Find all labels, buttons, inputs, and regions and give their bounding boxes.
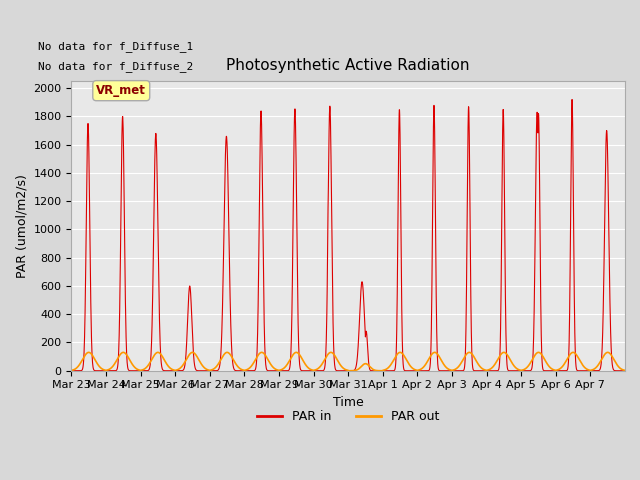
Title: Photosynthetic Active Radiation: Photosynthetic Active Radiation [227,58,470,73]
Text: No data for f_Diffuse_2: No data for f_Diffuse_2 [38,61,193,72]
Legend: PAR in, PAR out: PAR in, PAR out [252,405,445,428]
Text: VR_met: VR_met [96,84,146,97]
Text: No data for f_Diffuse_1: No data for f_Diffuse_1 [38,41,193,51]
X-axis label: Time: Time [333,396,364,409]
Y-axis label: PAR (umol/m2/s): PAR (umol/m2/s) [15,174,28,278]
